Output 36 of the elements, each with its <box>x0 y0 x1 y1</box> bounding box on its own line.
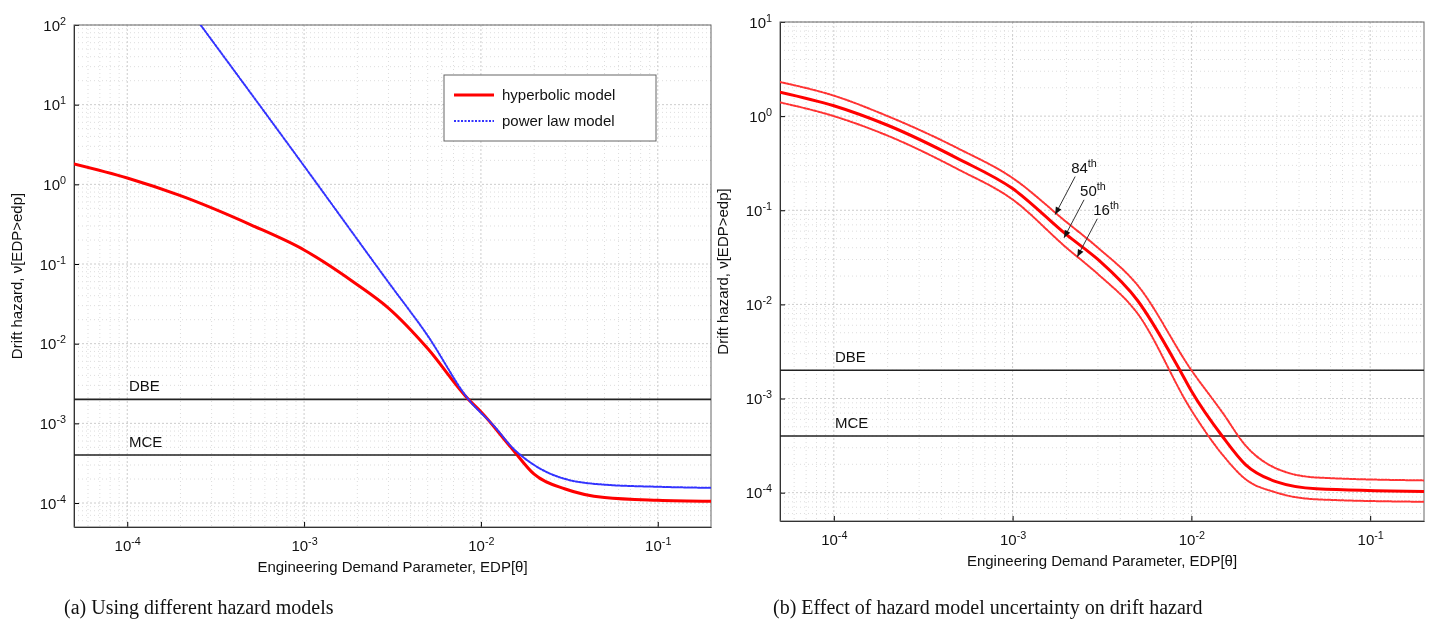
text: (b) Effect of hazard model uncertainty on drift hazard <box>773 596 1203 619</box>
legend-label: power law model <box>502 112 615 129</box>
ref-line-label: MCE <box>129 433 163 451</box>
y-tick-label: 10$^{0}$ <box>43 174 66 194</box>
ref-line-label: DBE <box>835 348 866 366</box>
y-axis-title: Drift hazard, ν[EDP>edp] <box>8 192 25 360</box>
x-tick-label: 10$^{-4}$ <box>821 529 848 548</box>
y-tick-label: 10$^{-3}$ <box>39 413 66 433</box>
text: (a) Using different hazard models <box>64 596 334 619</box>
x-tick-label: 10$^{-1}$ <box>645 535 672 554</box>
y-tick-label: 10$^{-1}$ <box>745 200 772 220</box>
y-tick-label: 10$^{-1}$ <box>39 253 66 273</box>
x-tick-label: 10$^{-4}$ <box>114 535 141 554</box>
y-tick-label: 10$^{-4}$ <box>39 492 66 512</box>
y-tick-label: 10$^{0}$ <box>749 105 772 125</box>
legend-label: hyperbolic model <box>502 86 616 103</box>
y-axis-title: Drift hazard, ν[EDP>edp] <box>714 188 731 355</box>
ref-line-label: MCE <box>835 413 869 431</box>
y-tick-label: 10$^{1}$ <box>43 94 66 114</box>
x-tick-label: 10$^{-2}$ <box>1178 529 1206 548</box>
annotation: 84$^{th}$ <box>1071 156 1097 176</box>
x-tick-label: 10$^{-3}$ <box>999 529 1027 548</box>
y-tick-label: 10$^{-3}$ <box>745 388 772 408</box>
x-tick-label: 10$^{-2}$ <box>468 535 495 554</box>
annotation: 50$^{th}$ <box>1080 179 1106 199</box>
y-tick-label: 10$^{2}$ <box>43 14 66 34</box>
y-tick-label: 10$^{1}$ <box>749 11 772 31</box>
x-tick-label: 10$^{-1}$ <box>1357 529 1384 548</box>
x-tick-label: 10$^{-3}$ <box>291 535 318 554</box>
y-tick-label: 10$^{-2}$ <box>39 333 66 353</box>
x-axis-title: Engineering Demand Parameter, EDP[θ] <box>257 558 528 575</box>
ref-line-label: DBE <box>129 377 160 395</box>
annotation: 16$^{th}$ <box>1093 198 1119 218</box>
x-axis-title: Engineering Demand Parameter, EDP[θ] <box>966 552 1238 569</box>
y-tick-label: 10$^{-2}$ <box>745 294 772 314</box>
y-tick-label: 10$^{-4}$ <box>745 482 772 502</box>
